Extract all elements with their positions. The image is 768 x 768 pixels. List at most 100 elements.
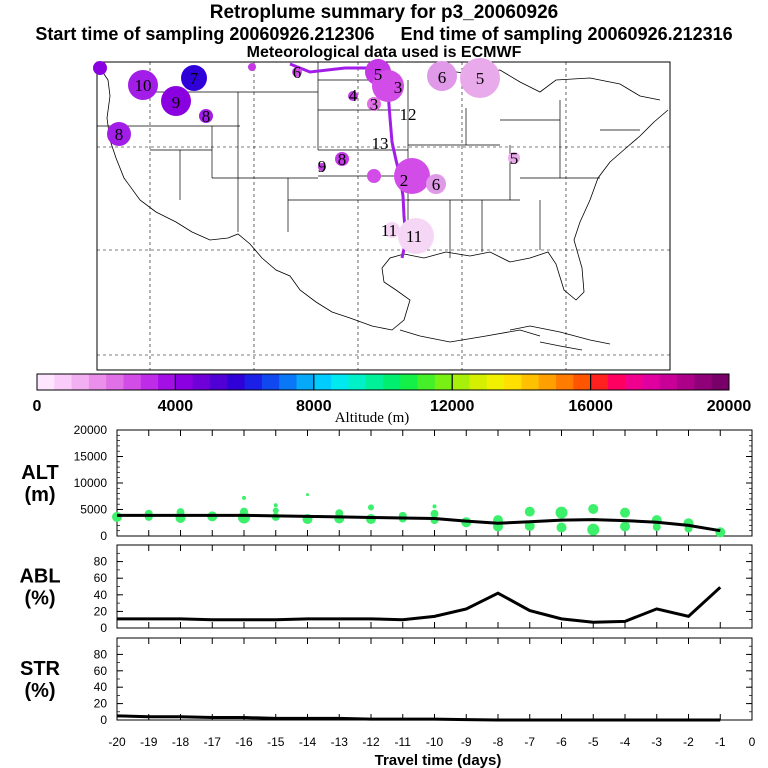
panel-alt: 0 5000 10000 15000 20000 ALT(m) [21,423,753,543]
colorbar-swatch [642,374,661,390]
map-number-label: 6 [438,68,447,87]
plume-circle [384,222,400,238]
colorbar-swatch [348,374,367,390]
altitude-point [334,513,345,524]
x-axis-label: Travel time (days) [375,752,502,768]
x-tick-label: -2 [683,735,694,749]
map-state-borders [97,62,640,258]
panel-ylabel: (%) [24,588,55,610]
map-number-label: 4 [349,86,358,105]
panel-ylabel: (m) [24,484,55,506]
plume-circle [398,218,434,254]
panel-ylabel: ABL [19,566,60,588]
series-line-abl [117,586,722,624]
map-number-label: 13 [372,134,389,153]
y-tick-label: 80 [94,555,108,569]
x-tick-label: 0 [749,735,756,749]
map-number-label: 9 [172,93,181,112]
colorbar-tick-label: 16000 [568,398,613,415]
x-tick-label: -10 [426,735,444,749]
colorbar-swatch [556,374,574,390]
colorbar-swatch [365,374,384,390]
map-number-label: 5 [476,69,485,88]
y-tick-label: 20 [94,697,108,711]
y-tick-label: 5000 [80,503,107,517]
x-tick-label: -12 [362,735,380,749]
plume-circles [93,58,520,254]
x-tick-label: -6 [556,735,567,749]
map-number-label: 5 [510,149,519,168]
colorbar-swatch [123,374,142,390]
y-tick-label: 80 [94,647,108,661]
colorbar-swatch [625,374,643,390]
plume-circle [335,152,349,166]
altitude-point [555,506,568,519]
y-tick-label: 15000 [74,450,108,464]
chart-title: Retroplume summary for p3_20060926 [209,2,559,23]
sampling-times: Start time of sampling 20060926.212306 En… [0,24,768,45]
colorbar-swatch [711,374,730,390]
panel-ylabel: ALT [21,462,58,484]
y-tick-label: 60 [94,664,108,678]
altitude-colorbar: 0 4000 8000 12000 16000 20000 Altitude (m) [33,373,751,426]
start-time-label: Start time of sampling 20060926.212306 [35,24,375,44]
map-number-label: 8 [202,107,211,126]
x-tick-label: -18 [172,735,190,749]
plume-circle [161,86,191,116]
colorbar-swatch [313,374,332,390]
colorbar-tick-label: 4000 [158,398,194,415]
colorbar-swatch [37,374,55,390]
map-number-label: 10 [135,76,152,95]
colorbar-tick-label: 12000 [430,398,475,415]
map-number-label: 11 [381,221,397,240]
colorbar-swatch [140,374,159,390]
altitude-point [524,506,535,517]
altitude-point [588,503,599,514]
colorbar-swatch [573,374,592,390]
altitude-point [556,522,567,533]
colorbar-swatch [417,374,436,390]
x-tick-label: -9 [461,735,472,749]
colorbar-swatch [521,374,540,390]
colorbar-swatch [192,374,211,390]
colorbar-swatch [607,374,626,390]
y-tick-label: 60 [94,571,108,585]
altitude-point [430,509,439,518]
colorbar-tick-label: 0 [33,398,42,415]
plume-circle [427,61,457,91]
plume-circle [508,152,520,164]
plume-circle [93,61,107,75]
end-time-label: End time of sampling 20060926.212316 [400,24,733,44]
map-number-label: 12 [400,105,417,124]
series-line-alt [117,513,721,533]
colorbar-swatch [210,374,228,390]
altitude-point [652,522,661,531]
y-tick-label: 0 [100,621,107,635]
altitude-point [620,521,630,532]
colorbar-swatch [331,374,349,390]
x-tick-label: -5 [588,735,599,749]
altitude-point [366,514,376,525]
map-coastlines [99,67,669,351]
colorbar-tick-label: 8000 [296,398,332,415]
plume-trajectory [289,62,408,259]
x-tick-label: -16 [235,735,253,749]
x-tick-label: -14 [299,735,317,749]
y-tick-label: 40 [94,588,108,602]
colorbar-swatch [469,374,488,390]
map-frame [96,61,671,371]
x-tick-label: -7 [524,735,535,749]
map-number-label: 5 [374,65,383,84]
colorbar-swatch [538,374,557,390]
altitude-point [273,503,278,508]
altitude-point [587,523,600,536]
x-tick-label: -19 [140,735,158,749]
colorbar-swatch [88,374,107,390]
x-tick-label: -17 [204,735,222,749]
colorbar-swatch [434,374,453,390]
altitude-point [112,511,122,522]
map-number-label: 6 [432,175,441,194]
